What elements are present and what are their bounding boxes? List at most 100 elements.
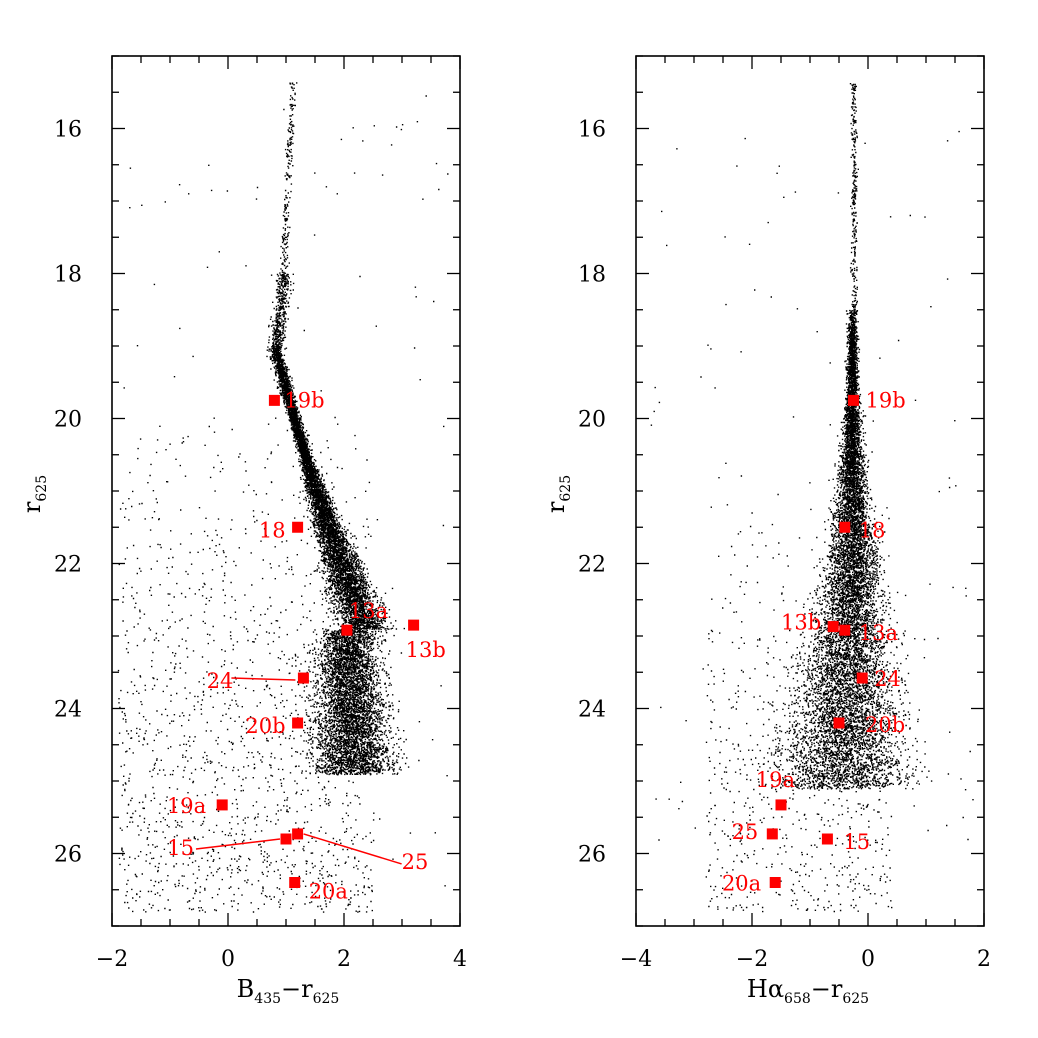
marker-leader-line: [303, 833, 402, 865]
x-tick-label: −4: [620, 947, 652, 972]
x-tick-label: −2: [736, 947, 768, 972]
right-y-axis-label: r625: [542, 475, 574, 513]
right-x-axis-label: Hα658−r625: [747, 975, 869, 1007]
marker-13b: 13b: [406, 619, 446, 662]
left-plot-frame: [111, 55, 461, 927]
marker-24: 24: [207, 669, 309, 693]
marker-square: [280, 833, 292, 845]
marker-square: [848, 394, 859, 406]
marker-leader-line: [195, 838, 281, 850]
y-tick-label: 26: [54, 843, 82, 868]
marker-square: [766, 828, 778, 840]
marker-label: 13a: [349, 599, 388, 623]
y-tick-label: 24: [578, 698, 606, 723]
y-tick-label: 16: [54, 118, 82, 143]
background-star-points: [650, 83, 974, 913]
marker-label: 19b: [284, 388, 324, 412]
marker-square: [839, 521, 851, 533]
marker-square: [839, 624, 851, 636]
right-highlight-markers: 19b 18 13b 13a 24 20b 19a 25 15 20a: [722, 388, 906, 895]
right-scatter-points: [650, 83, 974, 913]
right-panel: 19b 18 13b 13a 24 20b 19a 25 15 20a −4 −2 0 2 16 18 20 2…: [542, 55, 991, 1007]
marker-label: 20a: [309, 880, 348, 904]
marker-13b: 13b: [781, 611, 839, 635]
marker-15: 15: [167, 833, 292, 860]
marker-label: 19b: [866, 388, 906, 412]
marker-leader-line: [231, 677, 296, 681]
marker-square: [775, 799, 787, 811]
marker-label: 18: [859, 518, 886, 542]
left-scatter-points: [117, 82, 449, 913]
marker-20a: 20a: [722, 872, 781, 896]
marker-square: [827, 621, 839, 633]
y-tick-label: 26: [578, 843, 606, 868]
marker-20b: 20b: [245, 714, 304, 738]
y-tick-label: 20: [578, 408, 606, 433]
right-ticks: −4 −2 0 2 16 18 20 22 24 26: [578, 55, 991, 972]
marker-label: 13b: [781, 611, 821, 635]
marker-19a: 19a: [167, 794, 228, 818]
marker-square: [408, 619, 420, 631]
marker-square: [341, 624, 353, 636]
y-tick-label: 22: [54, 553, 82, 578]
left-highlight-markers: 19b 18 13a 13b 24 20b 19a 15 25 20a: [167, 388, 446, 903]
marker-label: 25: [732, 820, 759, 844]
y-tick-label: 22: [578, 553, 606, 578]
marker-20b: 20b: [833, 713, 905, 737]
marker-label: 19a: [167, 794, 206, 818]
y-tick-label: 20: [54, 408, 82, 433]
marker-25: 25: [292, 828, 428, 874]
marker-label: 13a: [859, 621, 898, 645]
marker-square: [297, 672, 309, 684]
marker-label: 25: [402, 850, 429, 874]
marker-square: [289, 877, 301, 888]
x-tick-label: 2: [337, 947, 351, 972]
y-tick-label: 24: [54, 698, 82, 723]
marker-label: 15: [167, 836, 194, 860]
background-star-points: [117, 82, 449, 913]
marker-square: [216, 799, 228, 811]
marker-square: [833, 717, 845, 729]
marker-square: [268, 394, 280, 406]
marker-square: [856, 672, 868, 684]
marker-label: 20b: [865, 713, 905, 737]
left-y-axis-label: r625: [18, 475, 50, 513]
marker-square: [292, 717, 304, 729]
marker-square: [769, 877, 781, 888]
marker-label: 13b: [406, 638, 446, 662]
marker-15: 15: [821, 830, 870, 854]
y-tick-label: 18: [54, 263, 82, 288]
marker-24: 24: [856, 667, 901, 691]
x-tick-label: 4: [453, 947, 467, 972]
marker-label: 18: [259, 518, 286, 542]
marker-label: 19a: [756, 768, 795, 792]
marker-square: [292, 521, 304, 533]
marker-18: 18: [839, 518, 886, 542]
marker-19a: 19a: [756, 768, 795, 811]
marker-label: 20b: [245, 714, 285, 738]
x-tick-label: 2: [977, 947, 991, 972]
right-plot-frame: [635, 55, 985, 927]
y-tick-label: 18: [578, 263, 606, 288]
marker-19b: 19b: [848, 388, 906, 412]
marker-19b: 19b: [268, 388, 325, 412]
x-tick-label: 0: [221, 947, 235, 972]
x-tick-label: 0: [861, 947, 875, 972]
marker-18: 18: [259, 518, 304, 542]
x-tick-label: −2: [96, 947, 128, 972]
marker-20a: 20a: [289, 877, 348, 904]
marker-square: [292, 828, 304, 840]
y-tick-label: 16: [578, 118, 606, 143]
marker-label: 24: [874, 667, 901, 691]
marker-13a: 13a: [839, 621, 898, 645]
marker-label: 15: [843, 830, 870, 854]
marker-square: [821, 833, 833, 845]
marker-label: 24: [207, 669, 234, 693]
marker-25: 25: [732, 820, 778, 844]
marker-label: 20a: [722, 872, 761, 896]
marker-13a: 13a: [341, 599, 388, 636]
left-x-axis-label: B435−r625: [237, 975, 340, 1007]
